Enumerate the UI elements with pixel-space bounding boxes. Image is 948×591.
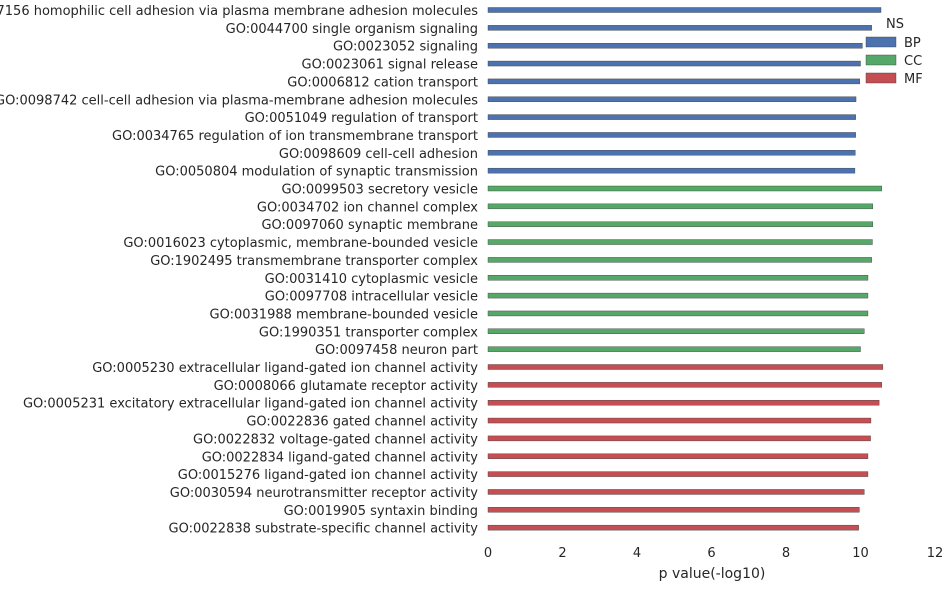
category-label: GO:0031988 membrane-bounded vesicle: [210, 307, 478, 322]
category-label: GO:0008066 glutamate receptor activity: [214, 379, 479, 394]
x-tick-label: 12: [927, 546, 944, 561]
legend-entries: BP CC MF: [865, 36, 923, 87]
bar-cc-11: [487, 203, 873, 210]
legend-title: NS: [886, 17, 904, 32]
bar-mf-28: [487, 507, 860, 513]
bar-mf-27: [487, 489, 865, 495]
bar-cc-14: [487, 257, 872, 263]
category-label: GO:0023061 signal release: [302, 58, 478, 73]
bar-bp-4: [487, 78, 860, 85]
category-label: GO:0023052 signaling: [333, 40, 478, 55]
category-label: GO:0022832 voltage-gated channel activit…: [193, 432, 478, 447]
x-tick-label: 6: [707, 546, 715, 561]
category-label: GO:0030594 neurotransmitter receptor act…: [170, 486, 479, 501]
x-axis-ticks: 0 2 4 6 8 10 12: [484, 546, 943, 561]
bar-cc-18: [487, 328, 865, 334]
category-label: GO:0097708 intracellular vesicle: [265, 290, 478, 305]
category-label: GO:0034702 ion channel complex: [257, 200, 478, 215]
legend-swatch-mf: [865, 72, 897, 84]
category-label: GO:0050804 modulation of synaptic transm…: [155, 165, 478, 180]
category-label: GO:0097458 neuron part: [315, 343, 478, 358]
category-label: GO:0015276 ligand-gated ion channel acti…: [178, 468, 479, 483]
bar-bp-1: [487, 25, 872, 31]
category-label: GO:0097060 synaptic membrane: [261, 218, 478, 233]
bar-mf-24: [487, 435, 871, 442]
legend-label-mf: MF: [904, 72, 923, 87]
bar-cc-12: [487, 221, 873, 227]
legend-swatch-cc: [865, 54, 897, 66]
bar-bp-3: [487, 60, 861, 67]
bar-bp-5: [487, 96, 857, 102]
category-label: GO:0007156 homophilic cell adhesion via …: [0, 4, 478, 19]
bar-cc-16: [487, 292, 869, 299]
bar-bp-2: [487, 43, 863, 49]
category-label: GO:0098742 cell-cell adhesion via plasma…: [0, 93, 478, 108]
category-label: GO:0044700 single organism signaling: [226, 22, 478, 37]
category-label: GO:0034765 regulation of ion transmembra…: [112, 129, 478, 144]
x-tick-label: 0: [484, 546, 492, 561]
category-label: GO:0031410 cytoplasmic vesicle: [265, 272, 478, 287]
bar-cc-15: [487, 275, 869, 281]
category-label: GO:0019905 syntaxin binding: [284, 504, 478, 519]
category-label: GO:0005231 excitatory extracellular liga…: [23, 397, 478, 412]
bar-bp-9: [487, 167, 856, 174]
category-labels: GO:0007156 homophilic cell adhesion via …: [0, 4, 478, 537]
category-label: GO:0022836 gated channel activity: [246, 415, 478, 430]
bar-bp-8: [487, 150, 856, 156]
category-label: GO:0022834 ligand-gated channel activity: [202, 450, 479, 465]
legend-label-cc: CC: [904, 54, 922, 69]
legend: NS BP CC MF: [865, 17, 923, 87]
bar-cc-10: [487, 185, 882, 192]
category-label: GO:0098609 cell-cell adhesion: [279, 147, 478, 162]
bar-bp-6: [487, 114, 856, 120]
bar-bp-7: [487, 132, 856, 138]
bar-cc-13: [487, 239, 873, 245]
x-tick-label: 2: [558, 546, 566, 561]
category-label: GO:0051049 regulation of transport: [245, 111, 478, 126]
x-tick-label: 4: [633, 546, 641, 561]
legend-label-bp: BP: [904, 36, 921, 51]
bar-mf-22: [487, 400, 880, 406]
bar-cc-19: [487, 346, 861, 352]
category-label: GO:0006812 cation transport: [287, 75, 478, 90]
bar-cc-17: [487, 310, 869, 317]
bar-bp-0: [487, 7, 882, 13]
bar-mf-20: [487, 364, 884, 370]
category-label: GO:0016023 cytoplasmic, membrane-bounded…: [123, 236, 478, 251]
x-axis-label: p value(-log10): [659, 566, 766, 582]
bars-layer: [487, 7, 884, 531]
bar-mf-26: [487, 471, 869, 477]
bar-mf-21: [487, 382, 882, 388]
bar-mf-29: [487, 524, 859, 531]
category-label: GO:0022838 substrate-specific channel ac…: [169, 522, 479, 537]
x-tick-label: 10: [852, 546, 869, 561]
category-label: GO:1902495 transmembrane transporter com…: [150, 254, 478, 269]
category-label: GO:0005230 extracellular ligand-gated io…: [92, 361, 478, 376]
bar-mf-23: [487, 417, 872, 424]
bar-mf-25: [487, 453, 869, 459]
x-tick-label: 8: [782, 546, 790, 561]
category-label: GO:0099503 secretory vesicle: [281, 183, 478, 198]
legend-swatch-bp: [865, 36, 897, 48]
category-label: GO:1990351 transporter complex: [259, 325, 478, 340]
